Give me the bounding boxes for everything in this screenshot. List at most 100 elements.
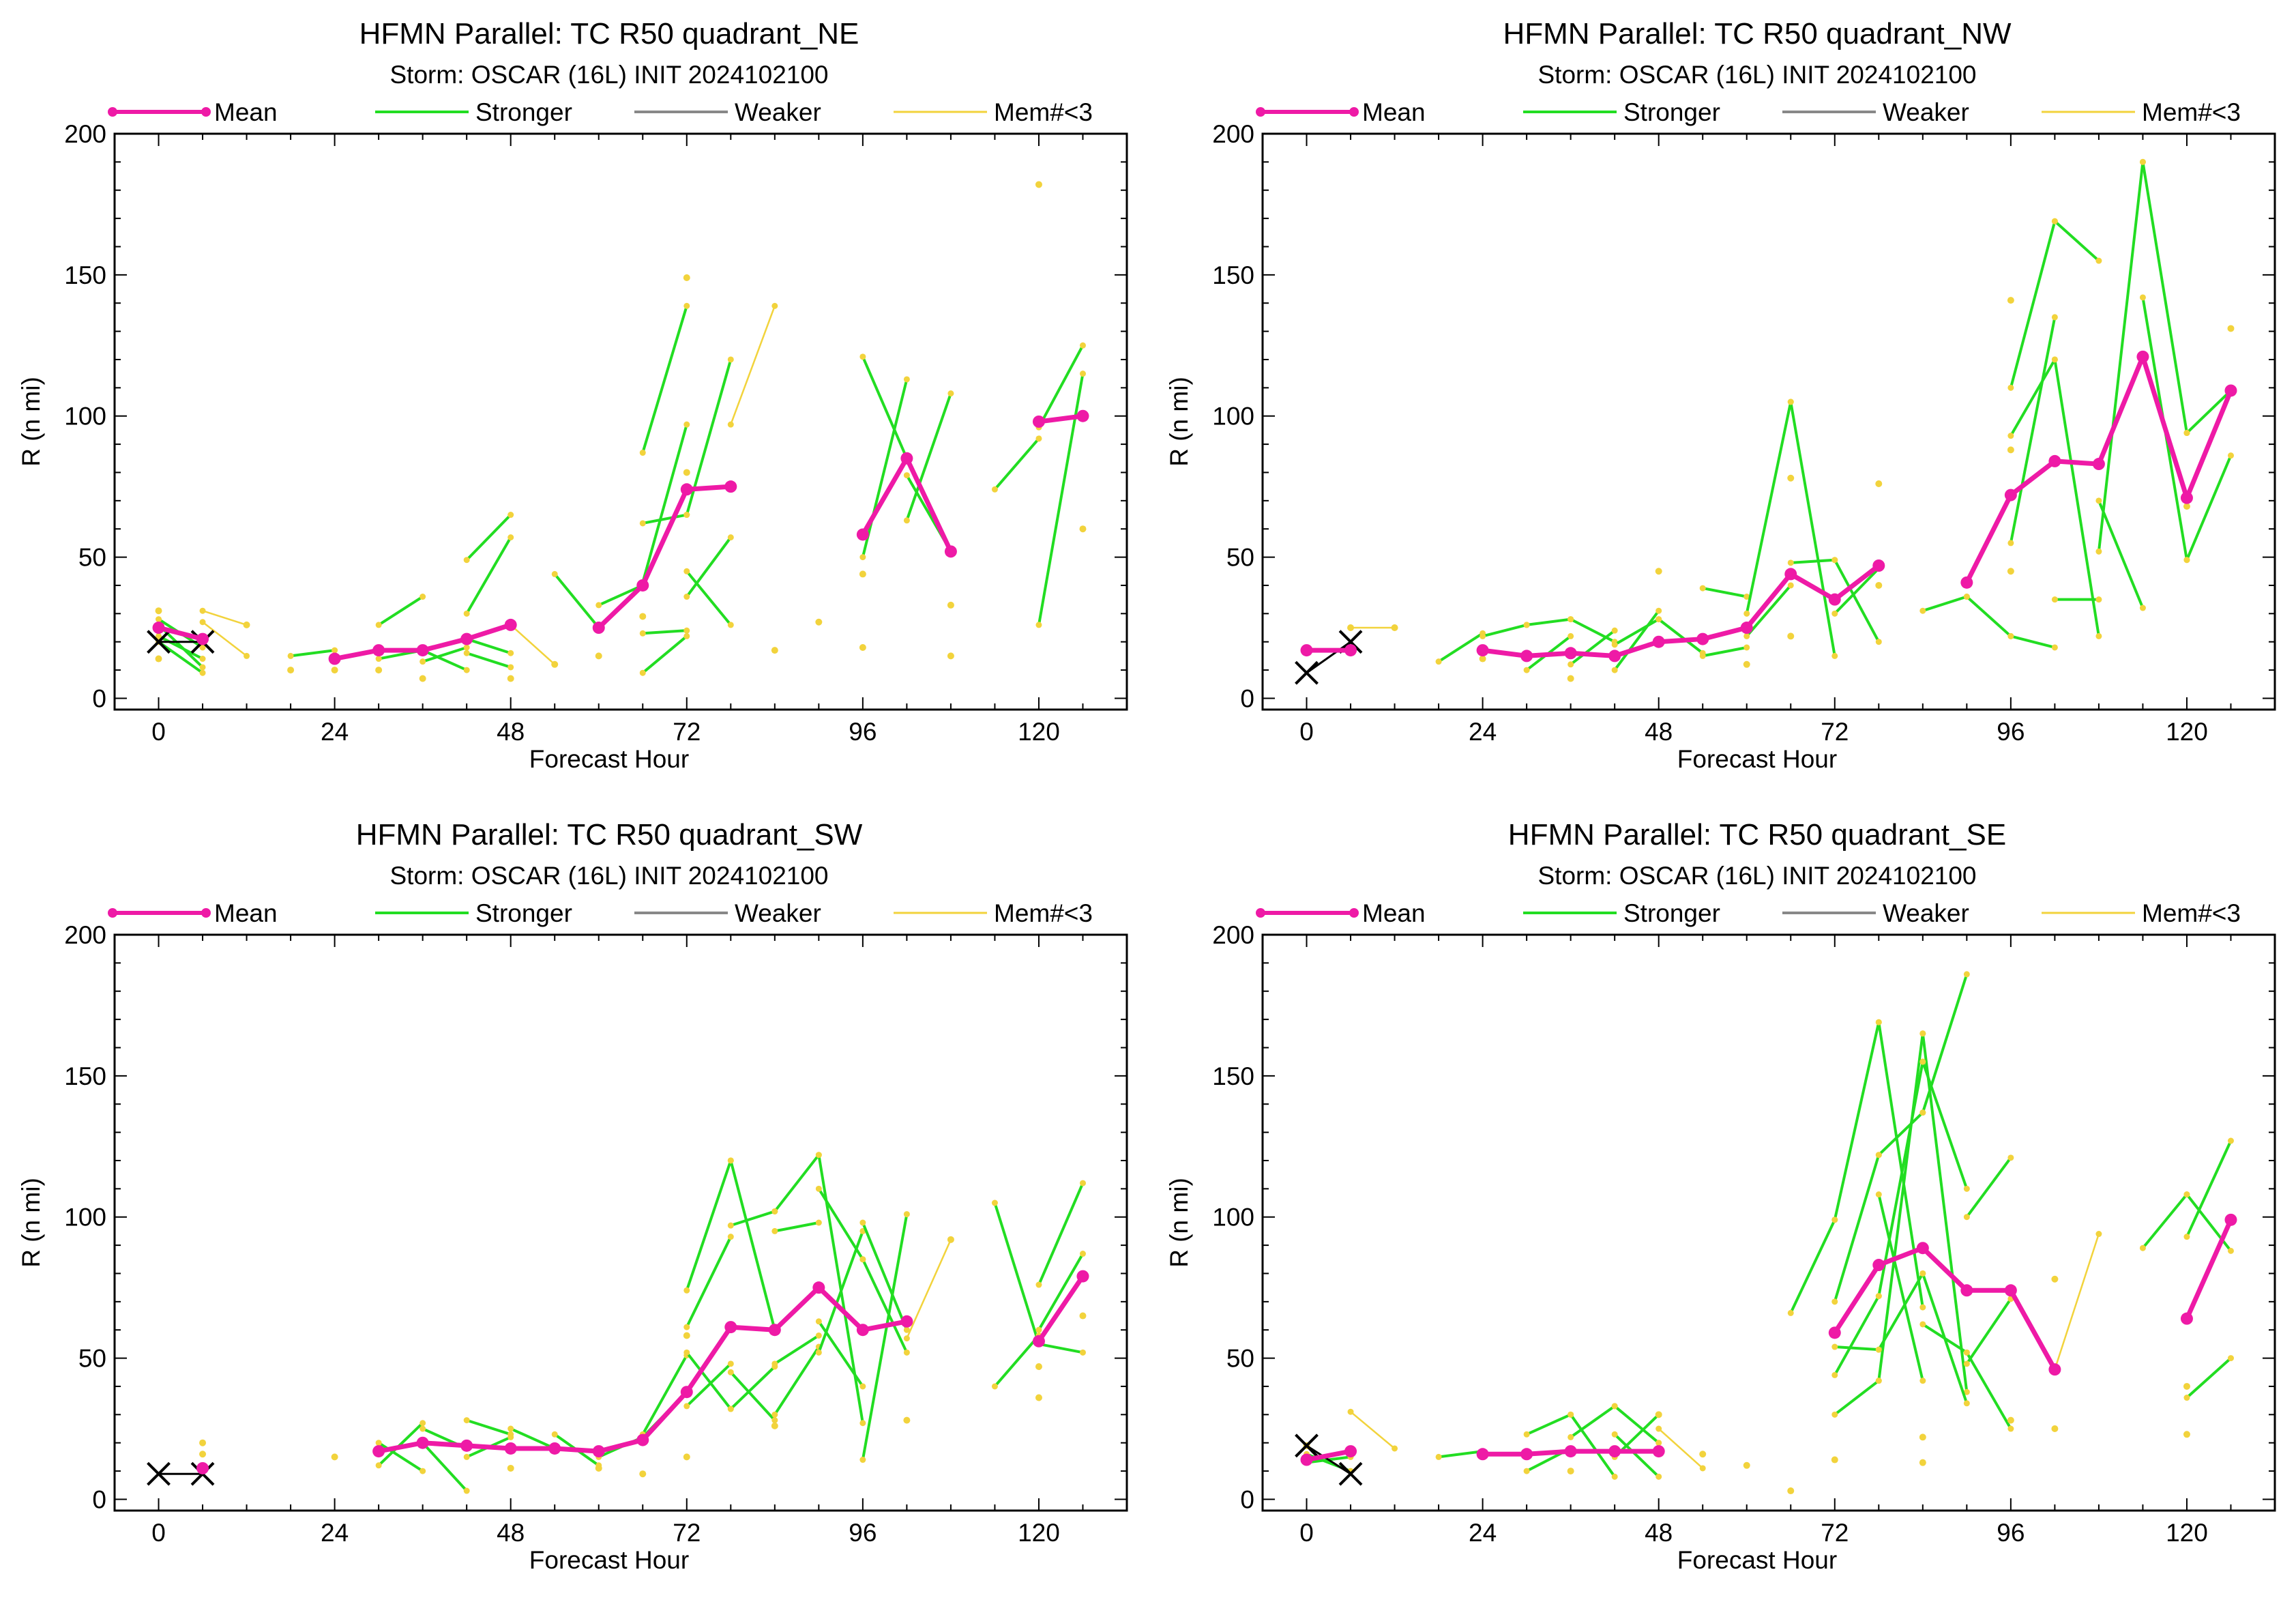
x-tick-label: 0 bbox=[151, 1519, 166, 1547]
member-line bbox=[202, 621, 248, 657]
x-tick-label: 0 bbox=[1299, 1519, 1314, 1547]
member-point bbox=[2139, 158, 2146, 165]
stronger-line bbox=[1834, 1345, 1879, 1352]
member-point bbox=[639, 1470, 647, 1478]
member-point bbox=[420, 594, 426, 600]
member-point bbox=[1875, 480, 1883, 488]
member-point bbox=[1963, 1360, 1970, 1367]
mean-point bbox=[944, 545, 957, 558]
member-point bbox=[332, 647, 338, 654]
member-point bbox=[2183, 1431, 2190, 1438]
stronger-line bbox=[1877, 1272, 1924, 1351]
mean-point bbox=[1564, 1445, 1577, 1458]
member-point bbox=[683, 421, 690, 428]
plot-frame bbox=[1261, 132, 2276, 711]
member-point bbox=[1568, 1411, 1574, 1418]
mean-line bbox=[158, 625, 203, 641]
y-tick-label: 0 bbox=[92, 684, 106, 712]
member-point bbox=[1831, 1343, 1838, 1350]
member-point bbox=[199, 607, 206, 614]
legend-weaker-label: Weaker bbox=[735, 899, 821, 927]
member-point bbox=[1743, 644, 1750, 651]
member-point bbox=[1831, 557, 1838, 564]
member-point bbox=[199, 656, 206, 662]
member-point bbox=[1611, 1473, 1618, 1480]
mean-line bbox=[1306, 1448, 1351, 1462]
stronger-line bbox=[377, 1422, 424, 1467]
member-point bbox=[2183, 1395, 2190, 1401]
mean-point bbox=[2004, 489, 2017, 501]
stronger-line bbox=[861, 1214, 909, 1460]
member-point bbox=[903, 1416, 911, 1424]
member-point bbox=[683, 1403, 690, 1410]
y-axis-label: R (n mi) bbox=[1165, 1178, 1193, 1268]
member-point bbox=[1391, 624, 1398, 632]
plot-area: 0 24 48 72 96 120 0 50 100 150 200 bbox=[1212, 921, 2276, 1547]
mean-point bbox=[1608, 1445, 1621, 1458]
member-point bbox=[683, 568, 690, 574]
member-point bbox=[1787, 632, 1795, 640]
member-point bbox=[903, 1211, 910, 1218]
stronger-line bbox=[1038, 1342, 1083, 1354]
mean-point bbox=[856, 1324, 869, 1337]
mean-point bbox=[1696, 632, 1709, 645]
member-point bbox=[2183, 557, 2190, 564]
stronger-line bbox=[1791, 558, 1835, 564]
member-point bbox=[1919, 1459, 1926, 1466]
member-point bbox=[859, 353, 866, 360]
member-point bbox=[815, 1185, 822, 1192]
y-tick-label: 150 bbox=[1212, 261, 1254, 289]
member-point bbox=[595, 652, 602, 660]
member-point bbox=[463, 1453, 470, 1460]
mean-point bbox=[2180, 491, 2193, 504]
mean-point bbox=[504, 1442, 517, 1455]
panel-subtitle: Storm: OSCAR (16L) INIT 2024102100 bbox=[1537, 61, 1976, 89]
member-point bbox=[507, 675, 514, 682]
member-point bbox=[1568, 632, 1574, 639]
member-point bbox=[1875, 1152, 1882, 1159]
mean-point bbox=[1784, 568, 1797, 581]
member-point bbox=[2183, 503, 2190, 510]
stronger-line bbox=[993, 1335, 1040, 1388]
member-point bbox=[1611, 1431, 1618, 1438]
member-point bbox=[859, 1420, 866, 1427]
stronger-line bbox=[553, 573, 600, 629]
member-point bbox=[1523, 1431, 1530, 1438]
member-point bbox=[2007, 446, 2014, 454]
legend-mean-label: Mean bbox=[1362, 899, 1426, 927]
member-point bbox=[1347, 624, 1355, 632]
member-point bbox=[2007, 384, 2014, 391]
member-point bbox=[2095, 497, 2102, 504]
member-point bbox=[287, 667, 295, 674]
x-tick-label: 120 bbox=[2166, 1519, 2208, 1547]
stronger-line bbox=[1877, 1033, 1924, 1381]
y-tick-label: 0 bbox=[1240, 684, 1254, 712]
mean-point bbox=[636, 579, 649, 592]
member-point bbox=[1035, 1363, 1042, 1370]
member-point bbox=[155, 655, 162, 662]
x-tick-label: 72 bbox=[1821, 1519, 1849, 1547]
x-tick-label: 0 bbox=[1299, 718, 1314, 746]
member-point bbox=[375, 667, 383, 674]
legend-mean-marker bbox=[1349, 107, 1359, 117]
legend-mean-marker bbox=[201, 107, 211, 117]
stronger-line bbox=[2185, 1357, 2232, 1399]
panel-nw: HFMN Parallel: TC R50 quadrant_NW Storm:… bbox=[1165, 17, 2276, 773]
member-point bbox=[1831, 1371, 1838, 1378]
legend: Mean Stronger Weaker Mem#<3 bbox=[108, 98, 1093, 126]
stronger-line bbox=[993, 437, 1040, 491]
stronger-line bbox=[1658, 618, 1704, 654]
member-point bbox=[2139, 605, 2146, 611]
member-point bbox=[771, 1227, 778, 1234]
x-tick-label: 96 bbox=[849, 1519, 877, 1547]
mean-point bbox=[1828, 1326, 1841, 1339]
member-point bbox=[727, 1222, 734, 1229]
member-point bbox=[1787, 1309, 1794, 1316]
member-point bbox=[463, 557, 470, 564]
stronger-line bbox=[1789, 401, 1836, 656]
member-point bbox=[420, 1468, 426, 1474]
member-point bbox=[1787, 474, 1795, 482]
member-point bbox=[463, 644, 470, 651]
stronger-line bbox=[729, 1365, 776, 1410]
y-axis-label: R (n mi) bbox=[17, 1178, 45, 1268]
